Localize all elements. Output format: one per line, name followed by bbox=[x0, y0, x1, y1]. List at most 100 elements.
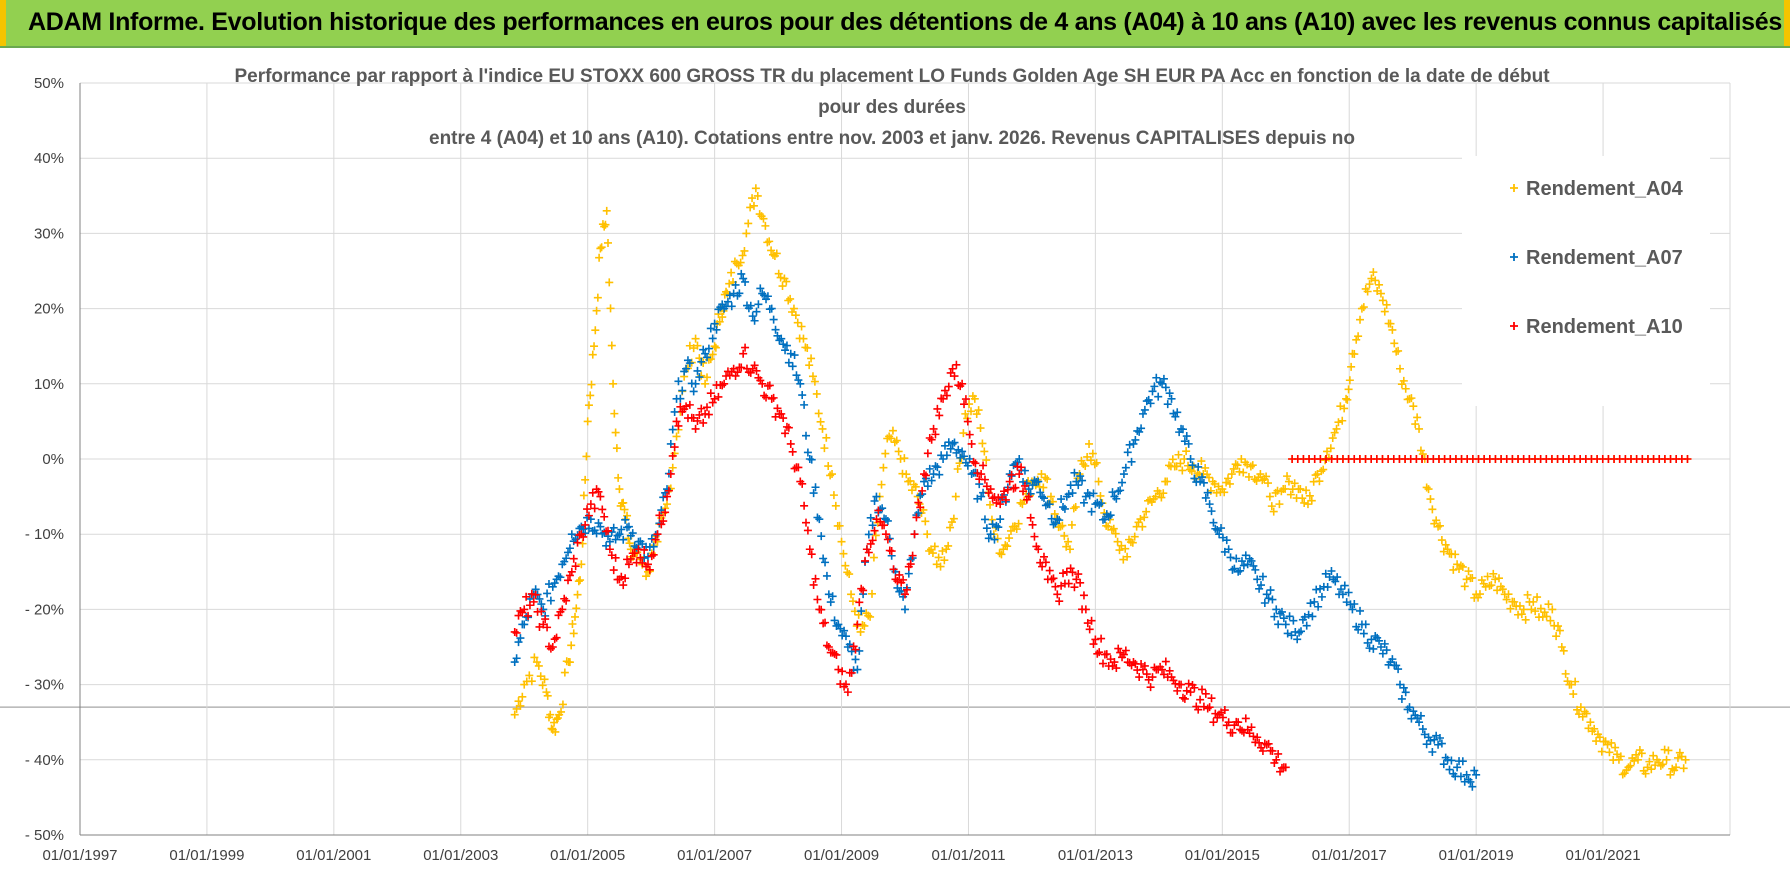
rendement-a07-point bbox=[940, 441, 949, 450]
rendement-a07-point bbox=[1253, 575, 1262, 584]
rendement-a04-point bbox=[1159, 489, 1168, 498]
rendement-a04-point bbox=[1157, 493, 1166, 502]
rendement-a07-point bbox=[556, 573, 565, 582]
rendement-a04-point bbox=[668, 463, 677, 472]
rendement-a07-point bbox=[1336, 585, 1345, 594]
rendement-a07-point bbox=[803, 448, 812, 457]
rendement-a07-point bbox=[798, 391, 807, 400]
rendement-a04-point bbox=[868, 589, 876, 598]
rendement-a04-point bbox=[763, 238, 772, 247]
rendement-a07-point bbox=[1285, 612, 1294, 621]
rendement-a04-point bbox=[1510, 597, 1519, 606]
rendement-a04-point bbox=[1437, 536, 1446, 545]
rendement-a04-point bbox=[715, 317, 724, 326]
rendement-a04-point bbox=[1487, 581, 1496, 590]
rendement-a07-point bbox=[543, 589, 552, 598]
rendement-a07-point bbox=[1148, 387, 1157, 396]
rendement-a04-point bbox=[591, 326, 600, 335]
rendement-a04-point bbox=[1498, 585, 1507, 594]
rendement-a04-point bbox=[1319, 465, 1328, 474]
rendement-a04-point bbox=[974, 406, 983, 415]
rendement-a10-point bbox=[811, 574, 820, 583]
rendement-a04-point bbox=[944, 541, 953, 550]
rendement-a04-point bbox=[970, 394, 979, 403]
rendement-a07-point bbox=[796, 379, 805, 388]
rendement-a10-point bbox=[822, 641, 831, 650]
rendement-a10-point bbox=[893, 577, 902, 586]
rendement-a07-point bbox=[834, 620, 843, 629]
rendement-a10-point bbox=[762, 393, 771, 402]
rendement-a10-point bbox=[1148, 673, 1157, 682]
rendement-a04-point bbox=[1204, 473, 1213, 482]
rendement-a04-point bbox=[1475, 590, 1484, 599]
rendement-a07-point bbox=[1257, 581, 1266, 590]
rendement-a10-point bbox=[918, 486, 927, 495]
rendement-a10-point bbox=[952, 360, 961, 369]
rendement-a04-point bbox=[1401, 384, 1410, 393]
rendement-a10-point bbox=[1000, 487, 1008, 496]
rendement-a07-point bbox=[1087, 507, 1096, 516]
rendement-a07-point bbox=[1039, 494, 1048, 503]
rendement-a07-point bbox=[847, 647, 856, 656]
rendement-a07-point bbox=[815, 515, 824, 524]
rendement-a04-point bbox=[1603, 740, 1612, 749]
rendement-a04-point bbox=[1081, 461, 1090, 470]
rendement-a04-point bbox=[1633, 755, 1642, 764]
rendement-a10-point bbox=[1220, 706, 1229, 715]
rendement-a10-point bbox=[1119, 650, 1128, 659]
rendement-a10-point bbox=[737, 363, 746, 372]
rendement-a07-point bbox=[1447, 756, 1456, 765]
rendement-a07-point bbox=[980, 515, 989, 524]
rendement-a07-point bbox=[864, 530, 873, 539]
data-points bbox=[510, 184, 1692, 791]
rendement-a10-point bbox=[813, 595, 822, 604]
rendement-a04-point bbox=[869, 553, 878, 562]
rendement-a07-point bbox=[1380, 639, 1389, 648]
rendement-a07-point bbox=[942, 451, 951, 460]
rendement-a10-point bbox=[1237, 726, 1246, 735]
rendement-a07-point bbox=[1363, 638, 1372, 647]
rendement-a04-point bbox=[890, 438, 899, 447]
rendement-a10-point bbox=[859, 586, 868, 595]
rendement-a07-point bbox=[1270, 612, 1279, 621]
rendement-a10-point bbox=[1207, 694, 1216, 703]
rendement-a04-point bbox=[569, 629, 578, 638]
rendement-a04-point bbox=[789, 304, 798, 313]
rendement-a07-point bbox=[562, 554, 571, 563]
rendement-a04-point bbox=[793, 318, 802, 327]
rendement-a04-point bbox=[746, 203, 755, 212]
rendement-a10-point bbox=[967, 439, 976, 448]
rendement-a10-point bbox=[1253, 733, 1262, 742]
rendement-a04-point bbox=[693, 341, 702, 350]
rendement-a04-point bbox=[1060, 531, 1069, 540]
legend-entry: Rendement_A10 bbox=[1510, 316, 1683, 338]
rendement-a07-point bbox=[727, 302, 736, 311]
rendement-a04-point bbox=[1668, 764, 1677, 773]
rendement-a07-point bbox=[649, 542, 658, 551]
rendement-a10-point bbox=[1209, 718, 1218, 727]
rendement-a04-point bbox=[1344, 385, 1353, 394]
rendement-a10-point bbox=[609, 566, 618, 575]
rendement-a04-point bbox=[1176, 459, 1185, 468]
rendement-a07-point bbox=[596, 522, 605, 531]
rendement-a10-point bbox=[1121, 646, 1130, 655]
title-banner: ADAM Informe. Evolution historique des p… bbox=[0, 0, 1790, 48]
rendement-a07-point bbox=[1140, 405, 1149, 414]
rendement-a07-point bbox=[1388, 655, 1397, 664]
rendement-a04-point bbox=[797, 322, 806, 331]
rendement-a10-point bbox=[864, 548, 873, 557]
rendement-a04-point bbox=[1067, 520, 1076, 529]
rendement-a10-point bbox=[758, 379, 767, 388]
rendement-a04-point bbox=[765, 237, 774, 246]
rendement-a07-point bbox=[1262, 590, 1271, 599]
rendement-a10-point bbox=[510, 627, 519, 636]
rendement-a04-point bbox=[525, 671, 534, 680]
rendement-a10-point bbox=[1241, 714, 1250, 723]
rendement-a10-point bbox=[512, 628, 521, 637]
rendement-a04-point bbox=[1222, 478, 1231, 487]
rendement-a04-point bbox=[1174, 450, 1183, 459]
rendement-a04-point bbox=[1357, 304, 1366, 313]
rendement-a10-point bbox=[564, 576, 573, 585]
rendement-a10-point bbox=[1114, 644, 1123, 653]
rendement-a04-point bbox=[1039, 483, 1048, 492]
